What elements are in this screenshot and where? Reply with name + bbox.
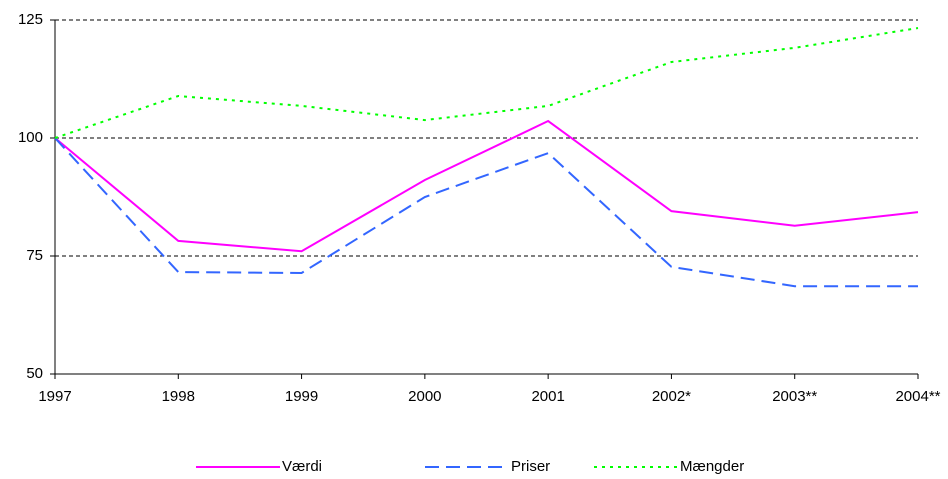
x-tick-label: 2000 bbox=[408, 388, 441, 405]
y-tick-label: 50 bbox=[26, 365, 43, 382]
legend-label: Mængder bbox=[680, 458, 744, 475]
legend-label: Værdi bbox=[282, 458, 322, 475]
x-tick-label: 2003** bbox=[772, 388, 817, 405]
x-tick-label: 2001 bbox=[531, 388, 564, 405]
series-line bbox=[54, 119, 919, 253]
legend-label: Priser bbox=[511, 458, 550, 475]
x-tick-label: 1997 bbox=[38, 388, 71, 405]
series-line bbox=[54, 27, 919, 139]
y-tick-label: 100 bbox=[18, 129, 43, 146]
series-line bbox=[54, 137, 918, 288]
y-tick-label: 125 bbox=[18, 11, 43, 28]
y-tick-label: 75 bbox=[26, 247, 43, 264]
x-tick-label: 2004** bbox=[895, 388, 940, 405]
x-tick-label: 2002* bbox=[652, 388, 691, 405]
x-tick-label: 1999 bbox=[285, 388, 318, 405]
x-tick-label: 1998 bbox=[162, 388, 195, 405]
